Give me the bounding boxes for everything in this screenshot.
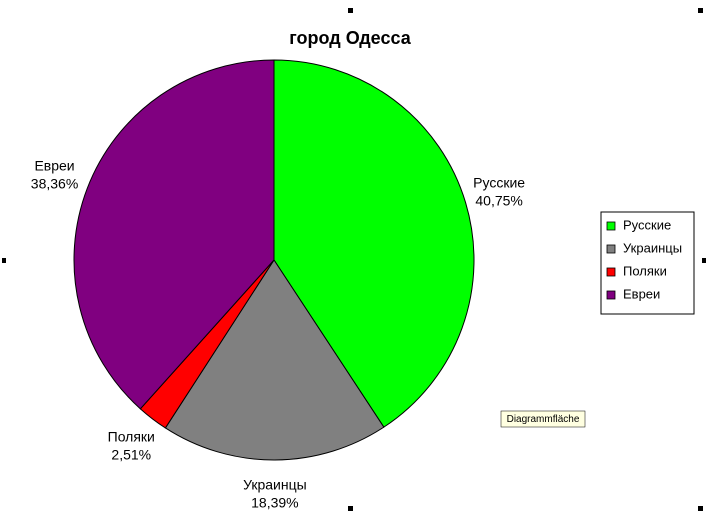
legend-label: Русские: [623, 217, 671, 232]
tooltip-text: Diagrammfläche: [507, 414, 580, 425]
legend-box: [600, 211, 695, 315]
legend-swatch: [606, 267, 616, 277]
pie-slice: [73, 59, 275, 410]
legend-swatch: [606, 244, 616, 254]
legend-swatch: [606, 290, 616, 300]
data-label-value: 2,51%: [111, 446, 151, 462]
data-label-category: Евреи: [34, 158, 74, 174]
legend-label: Евреи: [623, 286, 660, 301]
data-label-category: Поляки: [108, 428, 155, 444]
selection-handles: [2, 8, 706, 511]
data-label-category: Украинцы: [243, 477, 307, 493]
tooltip: Diagrammfläche: [500, 410, 586, 428]
data-label-category: Русские: [473, 174, 525, 190]
legend-label: Украинцы: [623, 240, 682, 255]
data-label-value: 18,39%: [251, 495, 298, 511]
legend-swatch: [606, 221, 616, 231]
data-label-value: 40,75%: [475, 192, 522, 208]
data-label-value: 38,36%: [31, 176, 78, 192]
legend-label: Поляки: [623, 263, 667, 278]
chart-title: город Одесса: [289, 28, 411, 48]
pie-slice: [164, 259, 385, 461]
